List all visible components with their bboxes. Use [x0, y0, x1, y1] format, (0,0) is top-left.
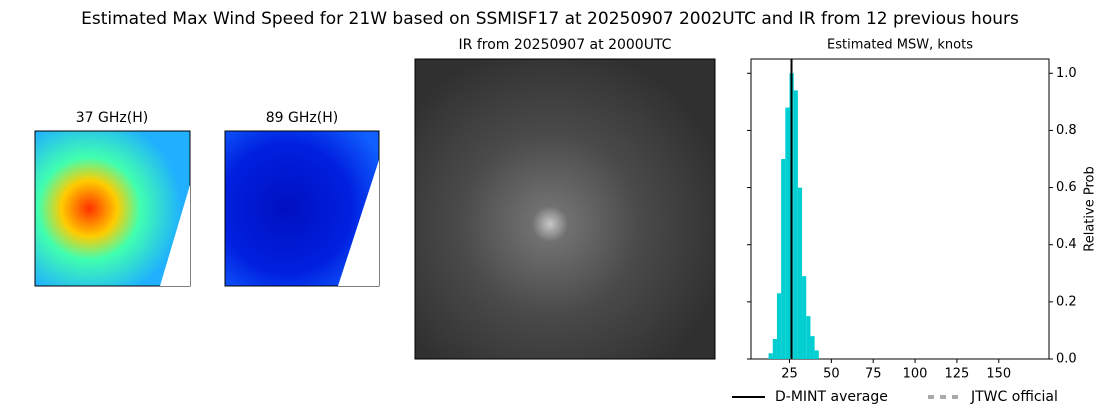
x-tick-label: 100 — [903, 367, 928, 382]
figure-title: Estimated Max Wind Speed for 21W based o… — [81, 9, 1019, 29]
bar — [814, 350, 819, 359]
y-tick-label: 1.0 — [1056, 66, 1077, 81]
x-tick-label: 125 — [945, 367, 970, 382]
y-axis-label: Relative Prob — [1083, 166, 1098, 251]
bar — [810, 336, 815, 359]
bar — [781, 159, 786, 359]
image-blank — [160, 185, 190, 286]
bar — [806, 316, 811, 359]
bar — [797, 187, 803, 359]
bar — [776, 293, 782, 359]
x-tick-label: 25 — [781, 367, 798, 382]
y-tick-label: 0.4 — [1056, 237, 1077, 252]
image-37ghz — [34, 130, 191, 287]
bar — [772, 339, 777, 359]
x-tick-label: 75 — [865, 367, 882, 382]
chart-title: Estimated MSW, knots — [827, 38, 973, 53]
y-tick-label: 0.6 — [1056, 180, 1077, 195]
y-tick-label: 0.2 — [1056, 294, 1077, 309]
image-blank — [338, 160, 379, 286]
legend-label: D-MINT average — [775, 389, 888, 405]
x-tick-label: 50 — [823, 367, 840, 382]
y-tick-label: 0.8 — [1056, 123, 1077, 138]
bar — [768, 353, 773, 359]
bar — [802, 276, 807, 359]
legend-label: JTWC official — [970, 389, 1058, 405]
axes-frame — [750, 58, 1050, 360]
bar — [793, 90, 798, 359]
image-ir — [414, 58, 716, 360]
panel-title: IR from 20250907 at 2000UTC — [459, 37, 672, 53]
bar — [785, 107, 790, 359]
y-tick-label: 0.0 — [1056, 352, 1077, 367]
x-tick-label: 150 — [986, 367, 1011, 382]
panel-title: 89 GHz(H) — [266, 110, 338, 126]
panel-title: 37 GHz(H) — [76, 110, 148, 126]
